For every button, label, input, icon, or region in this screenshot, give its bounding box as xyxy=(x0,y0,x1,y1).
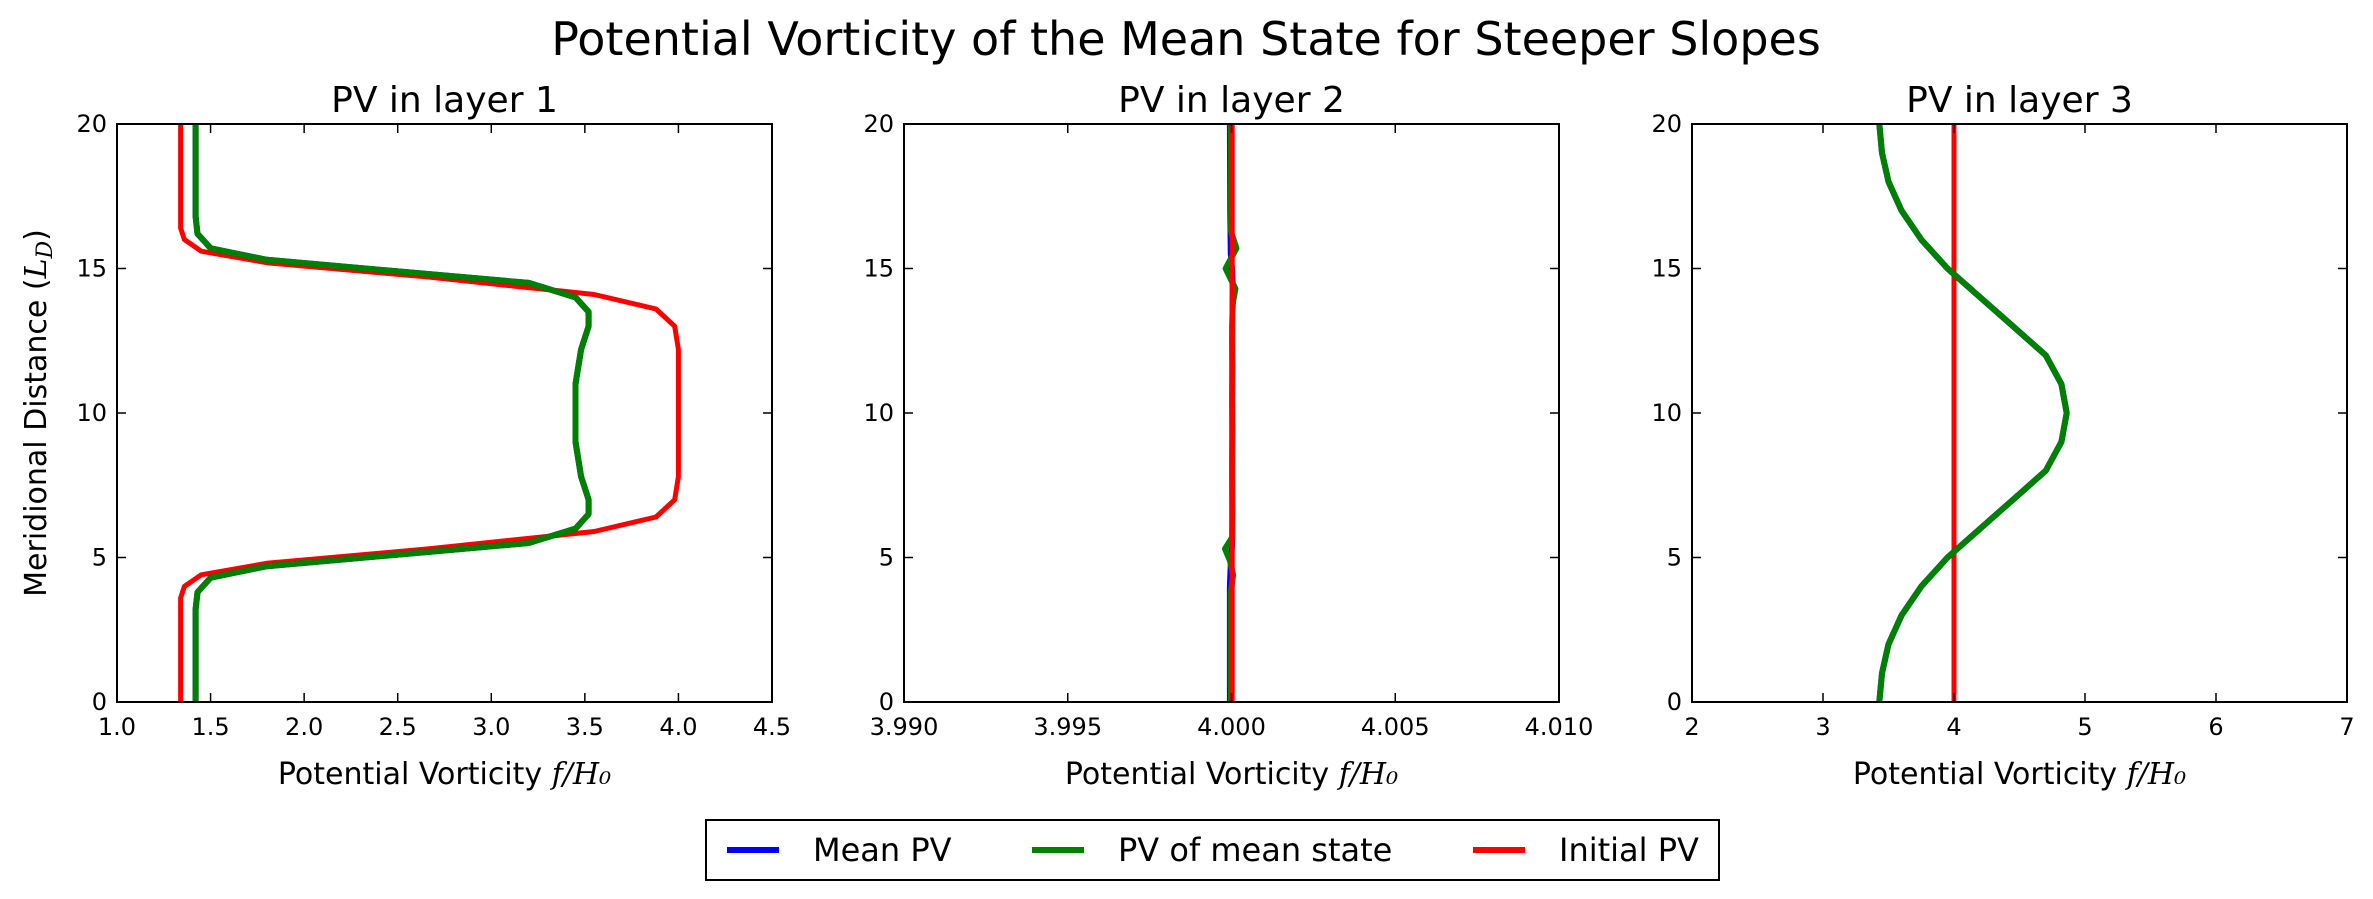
x-tick-label: 2.0 xyxy=(285,713,323,741)
y-tick-label: 20 xyxy=(1651,110,1682,138)
x-tick-label: 4.005 xyxy=(1361,713,1430,741)
series-lines xyxy=(1222,124,1240,702)
x-tick-label: 4.010 xyxy=(1525,713,1594,741)
panel-1: 1.0 1.5 2.0 2.5 3.0 3.5 4.0 4.5 0 5 10 15 20 PV in la… xyxy=(19,80,791,792)
series-initial-pv xyxy=(178,124,681,702)
x-tick-label: 4 xyxy=(1946,713,1961,741)
y-tick-label: 10 xyxy=(863,399,894,427)
series-lines xyxy=(178,124,681,702)
panel-2: 3.990 3.995 4.000 4.005 4.010 0 5 10 15 20 PV in l… xyxy=(863,80,1593,792)
legend-label: PV of mean state xyxy=(1118,831,1392,869)
x-tick-label: 1.5 xyxy=(191,713,229,741)
y-axis-label: Meridional Distance (LD) xyxy=(19,229,58,597)
y-tick-label: 0 xyxy=(879,688,894,716)
x-tick-label: 3.0 xyxy=(472,713,510,741)
y-tick-label: 0 xyxy=(1667,688,1682,716)
y-tick-label: 5 xyxy=(92,544,107,572)
series-pv-of-mean-state xyxy=(1876,124,2070,702)
legend-box xyxy=(705,819,1720,881)
y-tick-label: 5 xyxy=(1667,544,1682,572)
y-tick-label: 10 xyxy=(76,399,107,427)
x-tick-label: 5 xyxy=(2077,713,2092,741)
x-axis-label: Potential Vorticity f/H₀ xyxy=(1065,757,1398,792)
x-tick-label: 4.000 xyxy=(1197,713,1266,741)
y-tick-label: 15 xyxy=(1651,255,1682,283)
y-tick-label: 0 xyxy=(92,688,107,716)
x-tick-label: 2 xyxy=(1684,713,1699,741)
x-tick-label: 7 xyxy=(2339,713,2354,741)
y-tick-label: 20 xyxy=(76,110,107,138)
x-tick-label: 3 xyxy=(1815,713,1830,741)
plot-frame xyxy=(1691,123,2348,703)
x-tick-label: 3.995 xyxy=(1033,713,1102,741)
y-tick-label: 20 xyxy=(863,110,894,138)
x-tick-label: 4.0 xyxy=(659,713,697,741)
series-mean-pv xyxy=(192,124,592,702)
x-tick-label: 4.5 xyxy=(753,713,791,741)
x-tick-label: 3.990 xyxy=(870,713,939,741)
legend-label: Mean PV xyxy=(813,831,952,869)
legend-label: Initial PV xyxy=(1559,831,1699,869)
panel-title: PV in layer 1 xyxy=(331,80,558,121)
panel-3: 2 3 4 5 6 7 0 5 10 15 20 PV in layer 3 Potential Vor… xyxy=(1651,80,2354,792)
x-tick-label: 1.0 xyxy=(98,713,136,741)
x-tick-label: 6 xyxy=(2208,713,2223,741)
y-tick-label: 5 xyxy=(879,544,894,572)
x-tick-label: 2.5 xyxy=(379,713,417,741)
figure-title: Potential Vorticity of the Mean State fo… xyxy=(551,12,1821,66)
y-tick-label: 10 xyxy=(1651,399,1682,427)
series-mean-pv xyxy=(1876,124,2070,702)
legend: Mean PV PV of mean state Initial PV xyxy=(705,819,1720,881)
panel-title: PV in layer 3 xyxy=(1906,80,2133,121)
series-pv-of-mean-state xyxy=(192,124,592,702)
panel-title: PV in layer 2 xyxy=(1118,80,1345,121)
x-axis-label: Potential Vorticity f/H₀ xyxy=(1853,757,2186,792)
x-tick-label: 3.5 xyxy=(566,713,604,741)
series-lines xyxy=(1876,124,2070,702)
x-axis-label: Potential Vorticity f/H₀ xyxy=(278,757,611,792)
y-tick-label: 15 xyxy=(863,255,894,283)
y-tick-label: 15 xyxy=(76,255,107,283)
plot-frame xyxy=(116,123,773,703)
